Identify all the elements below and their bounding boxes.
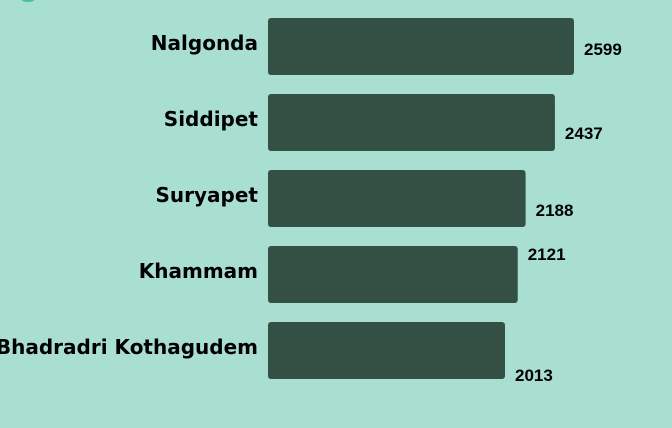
category-label: Nalgonda <box>151 31 258 55</box>
category-label: Khammam <box>139 259 258 283</box>
partial-circle-decoration <box>21 0 35 2</box>
bar <box>268 170 526 227</box>
category-label: Suryapet <box>156 183 259 207</box>
category-label: Bhadradri Kothagudem <box>0 335 258 359</box>
value-label: 2437 <box>565 124 603 143</box>
category-label: Siddipet <box>164 107 259 131</box>
bar <box>268 322 506 379</box>
value-label: 2188 <box>536 201 574 220</box>
value-label: 2013 <box>515 366 553 385</box>
bar <box>268 246 518 303</box>
bar <box>268 94 555 151</box>
value-label: 2599 <box>584 40 622 59</box>
chart-marks: Nalgonda 2599 Siddipet 2437 Suryapet 2188 Kham… <box>0 18 622 385</box>
value-label: 2121 <box>528 245 566 264</box>
bar <box>268 18 574 75</box>
